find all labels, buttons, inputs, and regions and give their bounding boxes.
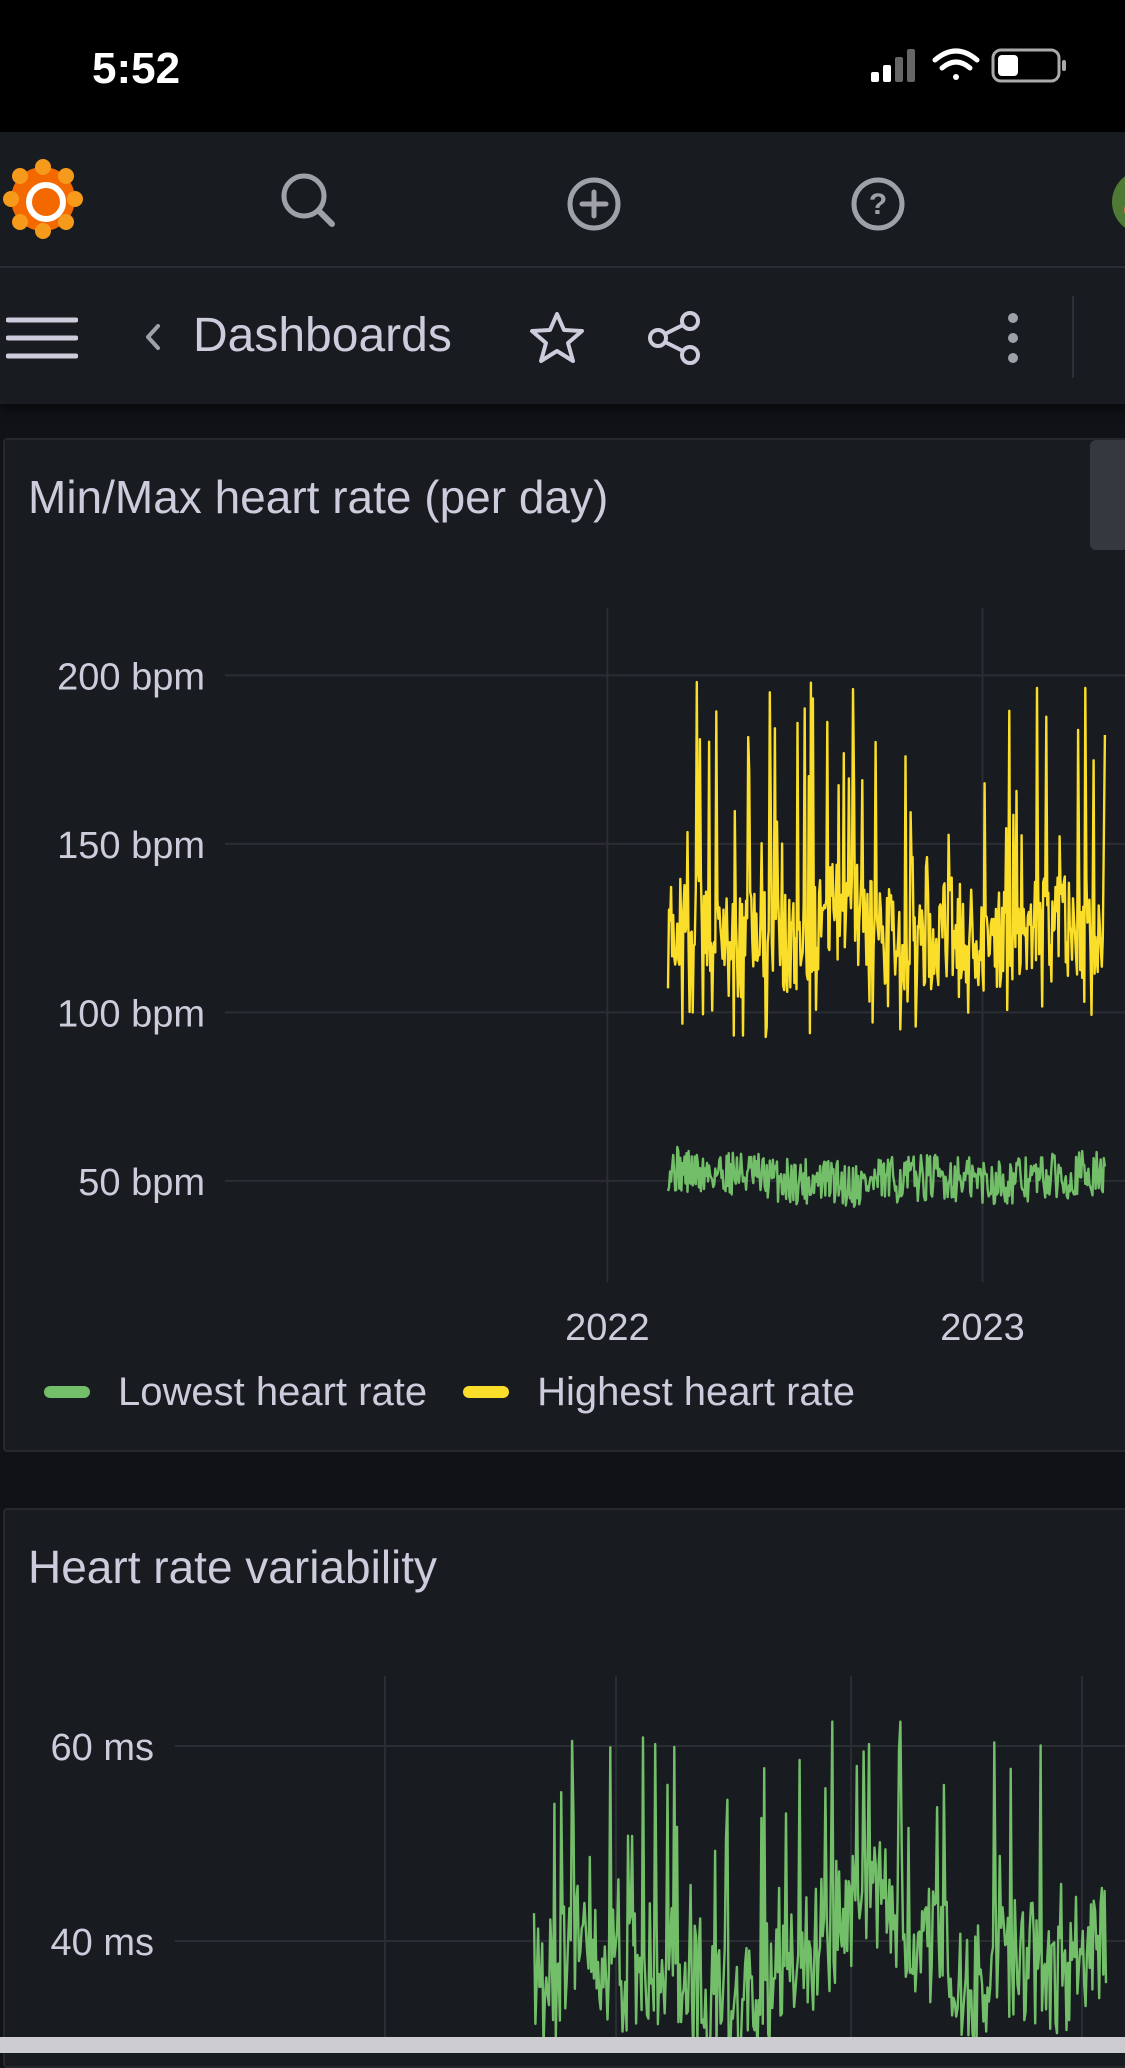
top-nav	[0, 132, 1125, 268]
status-time: 5:52	[92, 44, 181, 93]
more-vertical-icon[interactable]	[1002, 312, 1024, 364]
hrv-chart: 60 ms 40 ms	[51, 1676, 1125, 2037]
chevron-left-icon[interactable]	[142, 320, 164, 354]
status-bar: 5:52	[0, 0, 1125, 132]
help-icon[interactable]: ?	[848, 174, 908, 234]
series-line-hrv	[532, 1720, 1108, 2037]
avatar[interactable]	[1110, 170, 1125, 234]
legend-item-lowest[interactable]: Lowest heart rate	[44, 1370, 427, 1415]
battery-icon	[991, 48, 1066, 83]
legend-item-highest[interactable]: Highest heart rate	[463, 1370, 855, 1415]
share-icon[interactable]	[644, 310, 704, 366]
series-line-highest	[666, 680, 1107, 1039]
panel-title: Heart rate variability	[28, 1541, 438, 1593]
chart-grid	[225, 608, 1125, 1282]
y-tick-label: 200 bpm	[57, 656, 205, 698]
home-indicator-bar	[0, 2037, 1125, 2053]
chart-legend: Lowest heart rate Highest heart rate	[44, 1362, 891, 1422]
dashboard-toolbar	[0, 268, 1125, 404]
y-tick-label: 150 bpm	[57, 825, 205, 867]
svg-text:?: ?	[869, 188, 887, 221]
y-tick-label: 50 bpm	[78, 1162, 205, 1204]
scrollbar-thumb[interactable]	[1090, 440, 1125, 550]
menu-icon[interactable]	[6, 316, 78, 360]
panel-title: Min/Max heart rate (per day)	[28, 471, 609, 523]
chart-series	[532, 1720, 1108, 2037]
heart-rate-chart: 200 bpm 150 bpm 100 bpm 50 bpm 2022 2023	[57, 608, 1125, 1340]
y-tick-label: 100 bpm	[57, 993, 205, 1035]
toolbar-divider	[1072, 296, 1074, 378]
y-axis: 60 ms 40 ms	[51, 1727, 154, 1964]
y-tick-label: 40 ms	[51, 1922, 154, 1964]
legend-label: Lowest heart rate	[118, 1369, 428, 1414]
chart-series	[666, 680, 1107, 1208]
signal-icon	[871, 49, 915, 82]
add-icon[interactable]	[564, 174, 624, 234]
y-tick-label: 60 ms	[51, 1727, 154, 1769]
search-icon[interactable]	[278, 170, 338, 230]
wifi-icon	[932, 48, 980, 80]
chart-grid	[175, 1676, 1125, 2037]
grafana-logo-icon[interactable]	[2, 158, 84, 240]
x-tick-label: 2022	[565, 1307, 650, 1340]
legend-swatch-green	[44, 1386, 90, 1398]
x-tick-label: 2023	[940, 1307, 1025, 1340]
y-axis: 200 bpm 150 bpm 100 bpm 50 bpm	[57, 656, 205, 1204]
legend-label: Highest heart rate	[537, 1369, 856, 1414]
series-line-lowest	[666, 1145, 1107, 1208]
breadcrumb-title[interactable]: Dashboards	[193, 309, 452, 362]
x-axis: 2022 2023	[565, 1307, 1025, 1340]
legend-swatch-yellow	[463, 1386, 510, 1398]
star-icon[interactable]	[528, 310, 586, 366]
status-icons	[871, 48, 1066, 83]
